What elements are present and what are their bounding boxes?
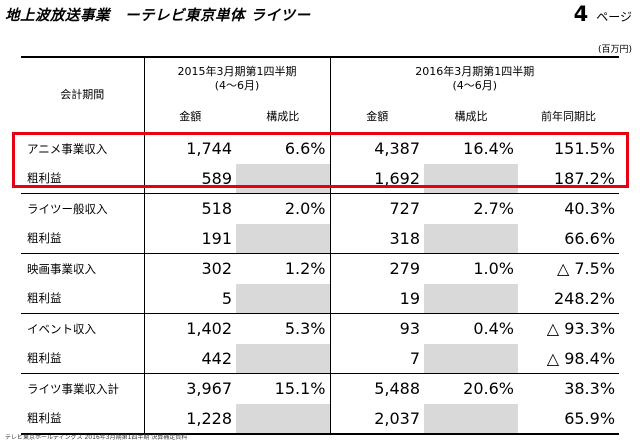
- ratio-2015: 6.6%: [236, 132, 330, 164]
- ratio-2016: [424, 403, 518, 435]
- ratio-2015: [236, 283, 330, 314]
- col-yoy: 前年同期比: [541, 110, 596, 123]
- table-row: 粗利益 1,228 2,037 65.9%: [21, 403, 620, 435]
- period1-line2: (4〜6月): [214, 79, 260, 92]
- amount-2015: 1,402: [143, 313, 236, 344]
- amount-2015: 442: [143, 343, 236, 374]
- table-row: ライツー般収入 518 2.0% 727 2.7% 40.3%: [21, 193, 620, 224]
- table-row: 映画事業収入 302 1.2% 279 1.0% △ 7.5%: [21, 253, 620, 284]
- ratio-2015: [236, 343, 330, 374]
- row-label: ライツ事業収入計: [21, 373, 144, 404]
- amount-2016: 5,488: [329, 373, 424, 404]
- col-amount-2: 金額: [329, 100, 424, 133]
- yoy-ratio: 38.3%: [518, 373, 620, 404]
- yoy-ratio: 187.2%: [554, 168, 616, 188]
- amount-2016: 318: [329, 223, 424, 254]
- table-row: 粗利益 589 1,692 187.2%: [21, 163, 619, 194]
- row-label: 粗利益: [21, 403, 144, 435]
- amount-2015: 518: [143, 193, 236, 224]
- amount-2016: 7: [329, 343, 424, 374]
- yoy-ratio: 248.2%: [554, 288, 616, 308]
- amount-2015: 191: [143, 223, 236, 254]
- amount-2016: 279: [329, 253, 424, 284]
- ratio-2016: 16.4%: [424, 132, 518, 164]
- period2-line2: (4〜6月): [452, 79, 498, 92]
- yoy-ratio: 65.9%: [518, 403, 620, 435]
- period2-header: 2016年3月期第1四半期 (4〜6月): [329, 56, 620, 100]
- ratio-2015: 2.0%: [236, 193, 330, 224]
- period1-header: 2015年3月期第1四半期 (4〜6月): [143, 56, 330, 100]
- amount-2015: 589: [143, 163, 236, 194]
- yoy-ratio: 151.5%: [518, 132, 620, 164]
- col-ratio-1: 構成比: [266, 110, 300, 123]
- row-label: ライツー般収入: [21, 193, 144, 224]
- table-row: 粗利益 5 19 248.2%: [21, 283, 619, 314]
- yoy-ratio: 40.3%: [518, 193, 620, 224]
- row-label: アニメ事業収入: [21, 132, 144, 164]
- ratio-2015: [236, 403, 330, 435]
- page-number-value: 4: [573, 2, 589, 26]
- table-row: 粗利益 442 7 △ 98.4%: [21, 343, 619, 374]
- table-row: 粗利益 191 318 66.6%: [21, 223, 619, 254]
- row-label: 映画事業収入: [21, 253, 144, 284]
- yoy-ratio: △ 7.5%: [518, 253, 620, 284]
- ratio-2016: 0.4%: [424, 313, 518, 344]
- amount-2016: 1,692: [329, 163, 424, 194]
- row-label: イベント収入: [21, 313, 144, 344]
- row-label: 粗利益: [27, 171, 62, 186]
- ratio-2015: [236, 163, 330, 194]
- ratio-2016: [424, 343, 518, 374]
- footer-note: テレビ東京ホールディングス 2016年3月期第1四半期 決算補足資料: [5, 434, 188, 441]
- period1-line1: 2015年3月期第1四半期: [177, 65, 297, 78]
- row-label: 粗利益: [27, 351, 62, 366]
- period-label: 会計期間: [21, 56, 144, 133]
- financial-table: 会計期間 2015年3月期第1四半期 (4〜6月) 2016年3月期第1四半期 …: [21, 56, 620, 435]
- amount-2015: 1,744: [143, 132, 236, 164]
- amount-2015: 5: [143, 283, 236, 314]
- page-title: 地上波放送事業 ーテレビ東京単体 ライツー: [5, 8, 311, 24]
- amount-2016: 2,037: [329, 403, 424, 435]
- col-amount-1: 金額: [143, 100, 236, 133]
- amount-2016: 4,387: [329, 132, 424, 164]
- ratio-2016: 2.7%: [424, 193, 518, 224]
- table-row: ライツ事業収入計 3,967 15.1% 5,488 20.6% 38.3%: [21, 373, 620, 404]
- amount-2015: 1,228: [143, 403, 236, 435]
- ratio-2016: 1.0%: [424, 253, 518, 284]
- ratio-2016: [424, 163, 518, 194]
- yoy-ratio: △ 93.3%: [518, 313, 620, 344]
- page-number-label: ページ: [596, 10, 632, 24]
- page-number: 4 ページ: [574, 2, 632, 26]
- ratio-2016: [424, 283, 518, 314]
- amount-2016: 727: [329, 193, 424, 224]
- row-label: 粗利益: [27, 291, 62, 306]
- table-row: イベント収入 1,402 5.3% 93 0.4% △ 93.3%: [21, 313, 620, 344]
- table-row: アニメ事業収入 1,744 6.6% 4,387 16.4% 151.5%: [21, 132, 620, 164]
- table-body: アニメ事業収入 1,744 6.6% 4,387 16.4% 151.5% 粗利益 589 1,…: [21, 132, 620, 435]
- amount-2016: 19: [329, 283, 424, 314]
- ratio-2015: [236, 223, 330, 254]
- yoy-ratio: △ 98.4%: [546, 348, 616, 368]
- amount-2016: 93: [329, 313, 424, 344]
- unit-label: (百万円): [597, 45, 632, 55]
- ratio-2016: [424, 223, 518, 254]
- col-ratio-2: 構成比: [454, 110, 488, 123]
- row-label: 粗利益: [27, 231, 62, 246]
- yoy-ratio: 66.6%: [564, 228, 616, 248]
- amount-2015: 302: [143, 253, 236, 284]
- period2-line1: 2016年3月期第1四半期: [415, 65, 535, 78]
- ratio-2015: 5.3%: [236, 313, 330, 344]
- ratio-2015: 15.1%: [236, 373, 330, 404]
- amount-2015: 3,967: [143, 373, 236, 404]
- ratio-2015: 1.2%: [236, 253, 330, 284]
- ratio-2016: 20.6%: [424, 373, 518, 404]
